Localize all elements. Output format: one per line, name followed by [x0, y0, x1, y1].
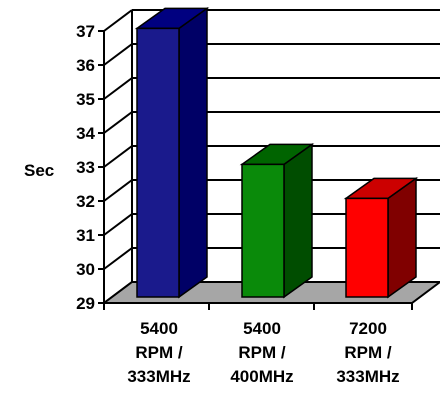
side-gridline — [103, 145, 133, 168]
x-tick-label-line: RPM / — [238, 343, 286, 362]
bars — [134, 6, 419, 299]
y-tick-label: 30 — [76, 260, 95, 279]
bar-side — [283, 142, 313, 299]
y-tick-label: 37 — [76, 22, 95, 41]
x-tick-label-line: 333MHz — [127, 367, 190, 386]
side-gridline — [103, 111, 133, 134]
y-tick-label: 35 — [76, 90, 95, 109]
bar-side — [178, 6, 208, 299]
y-tick-label: 34 — [76, 124, 95, 143]
bar — [134, 6, 210, 299]
x-tick-label-line: 5400 — [243, 319, 281, 338]
y-tick-label: 33 — [76, 158, 95, 177]
bar — [239, 142, 315, 299]
y-tick-label: 32 — [76, 192, 95, 211]
side-gridline — [103, 9, 133, 32]
labels: 29 30 31 32 33 34 35 36 37 5400 RPM / 333MHz 5400 RPM… — [76, 22, 400, 386]
x-tick-label-line: 333MHz — [336, 367, 399, 386]
side-gridline — [103, 77, 133, 100]
bar-front — [345, 197, 389, 298]
y-tick-label: 31 — [76, 226, 95, 245]
x-tick-label: 5400 RPM / 333MHz — [127, 319, 190, 386]
x-tick-label-line: 400MHz — [230, 367, 293, 386]
axes — [98, 10, 413, 310]
x-tick-label-line: 7200 — [349, 319, 387, 338]
x-tick-label-line: RPM / — [344, 343, 392, 362]
y-axis-label: Sec — [24, 161, 54, 180]
side-gridline — [103, 179, 133, 202]
bar-front — [241, 163, 285, 298]
x-tick-label: 5400 RPM / 400MHz — [230, 319, 293, 386]
bar-front — [136, 27, 180, 298]
x-tick-label: 7200 RPM / 333MHz — [336, 319, 399, 386]
side-gridline — [103, 247, 133, 270]
y-tick-label: 29 — [76, 294, 95, 313]
y-tick-label: 36 — [76, 56, 95, 75]
bar — [343, 176, 419, 299]
x-tick-label-line: 5400 — [140, 319, 178, 338]
side-gridline — [103, 213, 133, 236]
side-gridline — [103, 43, 133, 66]
x-tick-label-line: RPM / — [135, 343, 183, 362]
